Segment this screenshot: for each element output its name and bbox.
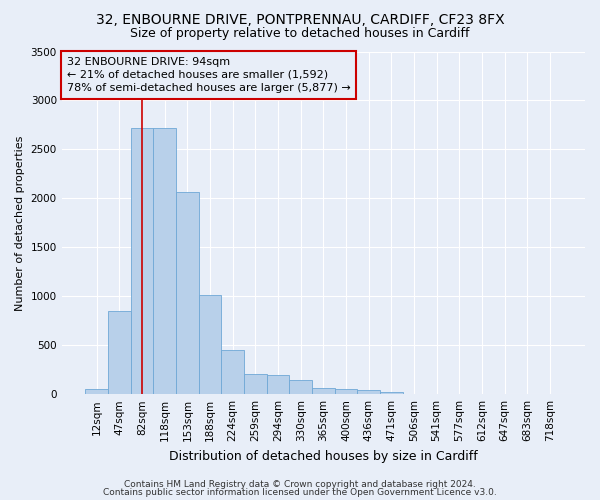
- Bar: [312, 388, 335, 394]
- Bar: [176, 192, 199, 394]
- Bar: [335, 389, 358, 394]
- Text: 32, ENBOURNE DRIVE, PONTPRENNAU, CARDIFF, CF23 8FX: 32, ENBOURNE DRIVE, PONTPRENNAU, CARDIFF…: [95, 12, 505, 26]
- Bar: [85, 389, 108, 394]
- Bar: [244, 374, 266, 394]
- Bar: [358, 390, 380, 394]
- Text: Contains public sector information licensed under the Open Government Licence v3: Contains public sector information licen…: [103, 488, 497, 497]
- Bar: [154, 128, 176, 394]
- X-axis label: Distribution of detached houses by size in Cardiff: Distribution of detached houses by size …: [169, 450, 478, 462]
- Text: Size of property relative to detached houses in Cardiff: Size of property relative to detached ho…: [130, 28, 470, 40]
- Bar: [380, 392, 403, 394]
- Bar: [289, 380, 312, 394]
- Bar: [131, 128, 154, 394]
- Bar: [221, 350, 244, 394]
- Bar: [199, 296, 221, 394]
- Text: Contains HM Land Registry data © Crown copyright and database right 2024.: Contains HM Land Registry data © Crown c…: [124, 480, 476, 489]
- Text: 32 ENBOURNE DRIVE: 94sqm
← 21% of detached houses are smaller (1,592)
78% of sem: 32 ENBOURNE DRIVE: 94sqm ← 21% of detach…: [67, 56, 350, 93]
- Bar: [108, 311, 131, 394]
- Bar: [266, 374, 289, 394]
- Y-axis label: Number of detached properties: Number of detached properties: [15, 135, 25, 310]
